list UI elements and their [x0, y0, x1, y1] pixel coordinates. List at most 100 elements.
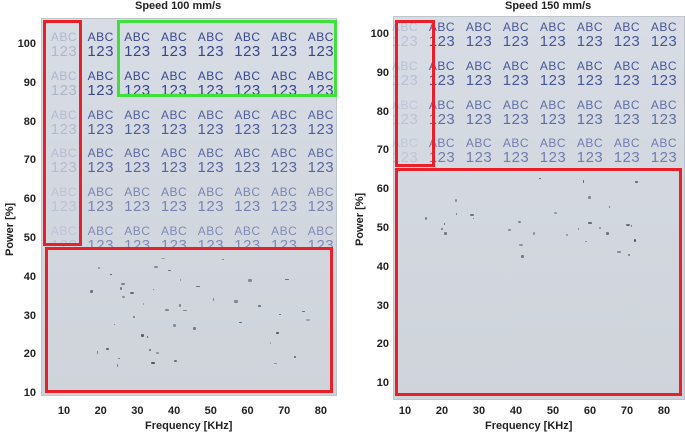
marking-cell: ABC 123 [228, 31, 268, 59]
marking-text-letters: ABC [161, 224, 188, 238]
faint-mark [578, 228, 580, 231]
marking-cell: ABC 123 [422, 60, 462, 88]
y-axis-label: Power [%] [354, 192, 366, 246]
marking-cell: ABC 123 [533, 137, 573, 165]
marking-text-letters: ABC [50, 30, 78, 44]
marking-text-digits: 123 [465, 33, 493, 50]
marking-text-letters: ABC [465, 136, 493, 151]
marking-cell: ABC 123 [422, 137, 462, 165]
faint-mark [443, 223, 446, 226]
marking-text-digits: 123 [539, 33, 567, 50]
marking-text-digits: 123 [576, 110, 604, 128]
faint-mark [98, 267, 101, 269]
speed-label: Speed 150 mm/s [505, 0, 592, 12]
marking-cell: ABC 123 [607, 21, 647, 49]
marking-text-digits: 123 [391, 110, 419, 128]
y-tick-label: 20 [23, 348, 36, 361]
faint-mark [195, 285, 200, 287]
marking-text-letters: ABC [87, 107, 114, 122]
marking-cell: ABC 123 [644, 99, 684, 127]
marking-text-letters: ABC [124, 30, 151, 44]
y-axis-label: Power [%] [4, 202, 16, 256]
marking-text-letters: ABC [87, 30, 114, 44]
marking-cell: ABC 123 [228, 109, 268, 137]
faint-mark [587, 195, 592, 199]
faint-mark [142, 303, 144, 305]
marking-text-letters: ABC [197, 146, 224, 161]
faint-mark [192, 326, 197, 330]
faint-mark [584, 240, 588, 243]
marking-text-letters: ABC [271, 185, 298, 200]
marking-text-digits: 123 [428, 33, 456, 50]
faint-mark [284, 278, 289, 280]
marking-cell: ABC 123 [607, 60, 647, 88]
faint-mark [113, 323, 116, 326]
marking-text-digits: 123 [307, 120, 335, 138]
x-tick-label: 80 [657, 405, 671, 417]
marking-cell: ABC 123 [301, 31, 341, 59]
marking-text-digits: 123 [576, 71, 604, 89]
faint-mark [152, 288, 155, 291]
x-tick-label: 10 [57, 405, 71, 417]
marking-cell: ABC 123 [607, 137, 647, 165]
marking-cell: ABC 123 [496, 99, 536, 127]
marking-text-digits: 123 [124, 198, 151, 216]
marking-text-digits: 123 [87, 43, 114, 60]
marking-cell: ABC 123 [264, 147, 304, 175]
faint-mark [630, 225, 632, 228]
marking-cell: ABC 123 [117, 147, 157, 175]
marking-text-letters: ABC [307, 68, 334, 83]
faint-mark [234, 299, 239, 303]
faint-mark [519, 244, 523, 246]
faint-mark [156, 351, 160, 354]
marking-text-digits: 123 [234, 198, 261, 216]
marking-cell: ABC 123 [533, 60, 573, 88]
faint-mark [302, 310, 306, 313]
marking-text-letters: ABC [613, 20, 641, 34]
red-box-low-frequency [43, 20, 82, 246]
right-panel: Speed 150 mm/s ABC 123 ABC 123 ABC 123 ABC 123 A… [345, 0, 685, 436]
marking-text-letters: ABC [391, 136, 419, 151]
marking-cell: ABC 123 [607, 99, 647, 127]
marking-text-letters: ABC [307, 224, 334, 238]
x-tick-label: 60 [241, 405, 254, 417]
marking-cell: ABC 123 [44, 109, 84, 137]
marking-cell: ABC 123 [81, 109, 121, 137]
marking-text-letters: ABC [391, 58, 419, 73]
marking-text-digits: 123 [270, 43, 298, 60]
marking-text-digits: 123 [197, 43, 225, 60]
faint-mark [628, 253, 630, 256]
faint-mark [132, 315, 135, 319]
marking-text-digits: 123 [270, 120, 298, 138]
marking-text-letters: ABC [502, 20, 530, 34]
marking-text-letters: ABC [197, 30, 224, 44]
y-tick-label: 50 [23, 232, 36, 244]
marking-cell: ABC 123 [81, 186, 121, 214]
marking-text-digits: 123 [539, 71, 567, 89]
faint-mark [306, 319, 310, 322]
red-box-low-power [395, 168, 682, 396]
marking-text-digits: 123 [124, 43, 151, 60]
marking-cell: ABC 123 [191, 147, 231, 175]
marking-text-digits: 123 [428, 110, 456, 128]
marking-text-digits: 123 [197, 159, 225, 177]
marking-text-letters: ABC [576, 20, 604, 34]
marking-text-digits: 123 [465, 110, 493, 128]
marking-cell: ABC 123 [385, 21, 425, 49]
marking-text-letters: ABC [50, 224, 78, 238]
faint-mark [106, 348, 109, 351]
marking-cell: ABC 123 [496, 137, 536, 165]
marking-cell: ABC 123 [191, 109, 231, 137]
faint-mark [274, 362, 277, 365]
faint-mark [117, 363, 119, 367]
y-tick-label: 60 [23, 193, 36, 206]
marking-text-letters: ABC [465, 97, 493, 112]
marking-text-letters: ABC [87, 146, 114, 161]
faint-mark [258, 304, 261, 308]
marking-text-digits: 123 [307, 198, 335, 216]
marking-cell: ABC 123 [301, 147, 341, 175]
marking-text-letters: ABC [391, 97, 419, 112]
x-tick-label: 50 [204, 405, 217, 417]
faint-mark [518, 220, 522, 224]
faint-mark [167, 269, 171, 272]
